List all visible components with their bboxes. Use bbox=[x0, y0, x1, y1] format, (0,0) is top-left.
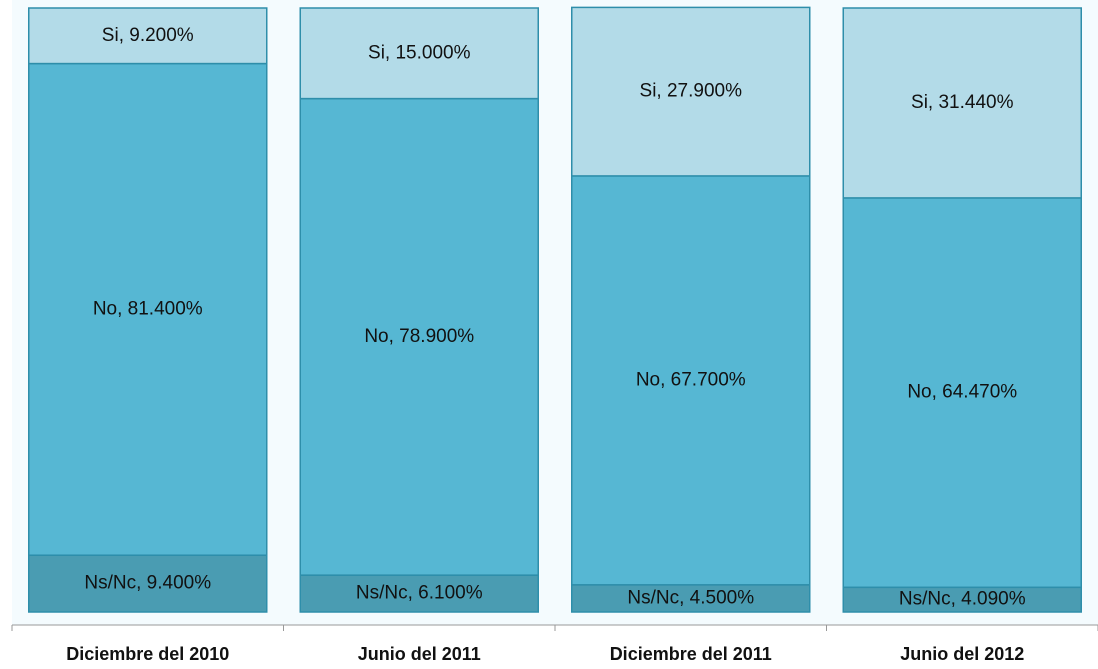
bar-segment bbox=[299, 7, 539, 100]
bar-segment bbox=[842, 7, 1082, 199]
bar-segment bbox=[571, 175, 811, 586]
bar-segment bbox=[28, 62, 268, 556]
data-label: No, 64.470% bbox=[907, 382, 1017, 403]
bar-segment bbox=[28, 554, 268, 613]
x-tick-label: Junio del 2011 bbox=[358, 644, 481, 664]
bar-segment bbox=[842, 197, 1082, 589]
data-label: No, 67.700% bbox=[636, 369, 746, 390]
bar-segment bbox=[571, 6, 811, 177]
x-tick-label: Junio del 2012 bbox=[900, 644, 1024, 664]
data-label: Ns/Nc, 6.100% bbox=[356, 583, 483, 604]
data-label: Si, 31.440% bbox=[911, 92, 1014, 113]
x-tick-label: Diciembre del 2011 bbox=[610, 644, 772, 664]
bar-segment bbox=[842, 586, 1082, 613]
data-label: Ns/Nc, 9.400% bbox=[84, 573, 211, 594]
data-label: No, 81.400% bbox=[93, 298, 203, 319]
data-label: Ns/Nc, 4.090% bbox=[899, 589, 1026, 610]
data-label: Si, 9.200% bbox=[102, 25, 194, 46]
data-label: No, 78.900% bbox=[364, 326, 474, 347]
bar-segment bbox=[28, 7, 268, 65]
x-tick-label: Diciembre del 2010 bbox=[66, 644, 229, 664]
data-label: Ns/Nc, 4.500% bbox=[627, 587, 754, 608]
bar-segment bbox=[299, 97, 539, 576]
data-label: Si, 15.000% bbox=[368, 42, 471, 63]
data-label: Si, 27.900% bbox=[640, 81, 743, 102]
